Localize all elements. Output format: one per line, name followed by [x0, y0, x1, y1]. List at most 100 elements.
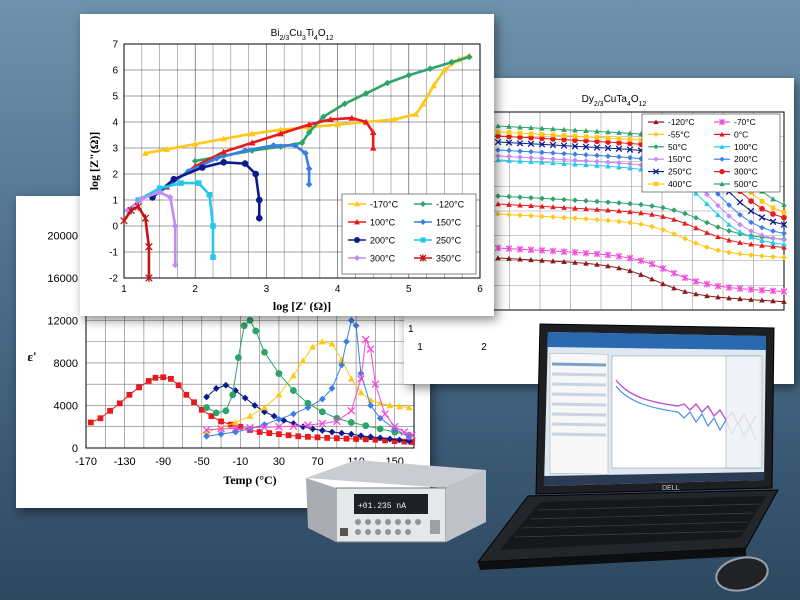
data-point: [246, 412, 254, 419]
data-point: [560, 248, 568, 256]
data-point: [770, 196, 776, 202]
data-point: [248, 139, 256, 146]
data-point: [304, 421, 312, 429]
legend-marker: [354, 237, 360, 243]
data-point: [780, 288, 788, 295]
data-point: [660, 226, 666, 233]
software-side-panel: [725, 355, 763, 469]
data-point: [571, 142, 579, 150]
data-point: [693, 215, 699, 221]
meter-knob[interactable]: [430, 520, 440, 534]
data-point: [550, 258, 556, 264]
data-point: [550, 150, 556, 156]
data-point: [616, 164, 622, 170]
data-point: [659, 265, 667, 272]
data-point: [141, 214, 150, 223]
data-point: [246, 425, 254, 433]
data-point: [298, 139, 306, 147]
data-point: [671, 231, 677, 237]
data-point: [770, 235, 776, 241]
data-point: [638, 221, 644, 228]
data-point: [275, 415, 283, 423]
data-point: [560, 142, 568, 149]
legend-marker: [354, 201, 360, 207]
data-point: [409, 439, 415, 445]
data-point: [781, 201, 787, 207]
data-point: [318, 427, 326, 434]
data-point: [290, 372, 297, 379]
data-point: [770, 298, 776, 304]
legend-marker: [653, 156, 659, 162]
data-point: [362, 422, 370, 430]
data-point: [649, 223, 655, 230]
data-point: [168, 375, 174, 382]
data-point: [384, 79, 391, 87]
data-point: [594, 128, 600, 134]
data-point: [371, 380, 380, 389]
x-tick-label: 1: [417, 342, 423, 353]
data-point: [160, 374, 167, 381]
data-point: [222, 381, 230, 389]
data-point: [255, 214, 263, 222]
data-point: [660, 281, 666, 287]
data-point: [127, 206, 135, 215]
data-point: [693, 291, 699, 297]
data-point: [550, 214, 556, 220]
data-point: [737, 221, 743, 228]
x-tick-label: 3: [264, 284, 270, 295]
legend-marker: [718, 118, 726, 126]
data-point: [241, 394, 249, 402]
data-point: [134, 202, 142, 211]
meter-side: [306, 478, 336, 542]
x-axis-label: Temp (°C): [223, 473, 276, 487]
data-point: [550, 204, 556, 210]
source-meter-illustration: +01.235 nA: [306, 460, 486, 543]
data-point: [210, 254, 216, 261]
data-point: [396, 436, 403, 444]
software-toolbar: [547, 332, 766, 350]
data-point: [295, 433, 302, 440]
data-point: [605, 139, 611, 145]
data-point: [737, 229, 743, 235]
data-point: [338, 361, 346, 369]
data-point: [506, 133, 512, 140]
data-point: [693, 240, 699, 247]
software-table-rows: [551, 362, 607, 437]
data-point: [506, 255, 512, 261]
data-point: [561, 204, 567, 210]
plot-area: [123, 43, 481, 279]
data-point: [572, 161, 578, 167]
data-point: [304, 399, 312, 407]
data-point: [280, 416, 288, 424]
meter-top: [306, 460, 486, 488]
data-point: [430, 82, 438, 89]
legend-marker: [719, 169, 725, 175]
data-point: [770, 253, 776, 260]
data-point: [704, 229, 710, 235]
data-point: [408, 431, 416, 440]
y-tick-label: -2: [109, 274, 118, 285]
data-point: [261, 348, 268, 356]
legend-marker: [719, 156, 725, 162]
data-point: [237, 423, 244, 430]
data-point: [627, 161, 633, 167]
meter-power-button[interactable]: [340, 528, 348, 536]
legend-marker: [354, 219, 360, 225]
legend-label: -55°C: [668, 129, 690, 139]
data-point: [725, 284, 733, 291]
legend-marker: [719, 181, 725, 187]
data-point: [715, 247, 721, 254]
data-point: [616, 200, 622, 206]
data-point: [251, 402, 259, 409]
mouse-icon[interactable]: [713, 553, 771, 595]
data-point: [305, 165, 313, 173]
data-point: [539, 135, 545, 142]
data-point: [638, 271, 644, 277]
data-point: [583, 216, 589, 222]
data-point: [726, 295, 732, 301]
data-point: [671, 207, 677, 213]
data-point: [682, 235, 688, 242]
data-point: [594, 216, 600, 223]
data-point: [318, 395, 326, 403]
data-point: [616, 129, 622, 135]
